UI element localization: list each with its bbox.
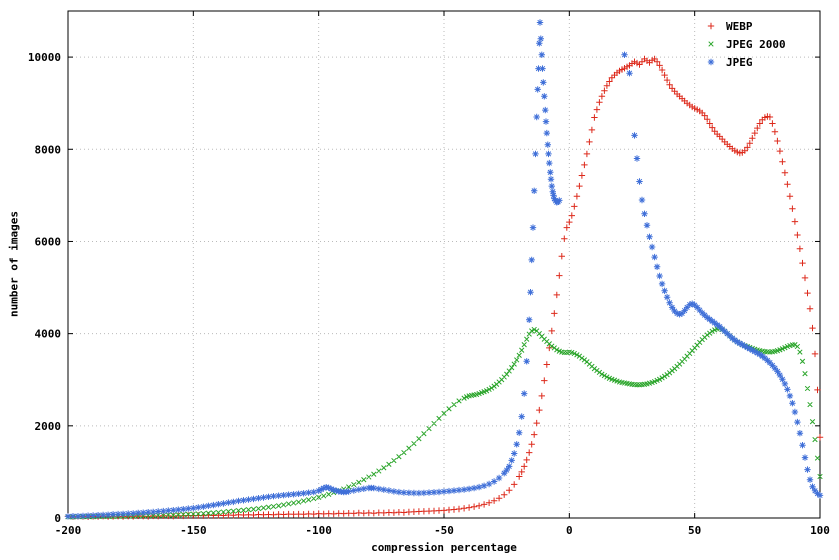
y-axis-label: number of images	[7, 211, 21, 317]
y-tick-label: 4000	[35, 328, 62, 341]
series-jpeg	[64, 19, 824, 520]
x-tick-label: 100	[810, 524, 830, 537]
legend-item-jpeg: JPEG	[702, 53, 786, 71]
x-axis-label: compression percentage	[371, 541, 517, 554]
legend-item-jpeg-2000: JPEG 2000	[702, 35, 786, 53]
y-tick-label: 10000	[28, 51, 61, 64]
legend-item-webp: WEBP	[702, 17, 786, 35]
legend-label: WEBP	[726, 19, 753, 33]
x-tick-label: -100	[305, 524, 332, 537]
x-tick-label: -200	[55, 524, 82, 537]
y-tick-label: 0	[54, 512, 61, 525]
x-tick-label: 50	[688, 524, 701, 537]
y-tick-label: 8000	[35, 143, 62, 156]
legend-marker-jpeg-icon	[707, 58, 715, 66]
x-tick-label: -50	[434, 524, 454, 537]
legend-marker-jpeg-2000-icon	[708, 41, 714, 47]
legend-label: JPEG 2000	[726, 37, 786, 51]
x-tick-label: -150	[180, 524, 207, 537]
grid	[68, 11, 820, 518]
x-tick-label: 0	[566, 524, 573, 537]
legend-marker-webp-icon	[707, 22, 715, 30]
legend: WEBP JPEG 2000 JPEG	[702, 17, 786, 71]
tick-labels: -200 -150 -100 -50 0 50 100 0 2000 4000 6000 8000 10…	[28, 51, 830, 537]
y-tick-label: 2000	[35, 420, 62, 433]
legend-label: JPEG	[726, 55, 753, 69]
y-tick-label: 6000	[35, 235, 62, 248]
